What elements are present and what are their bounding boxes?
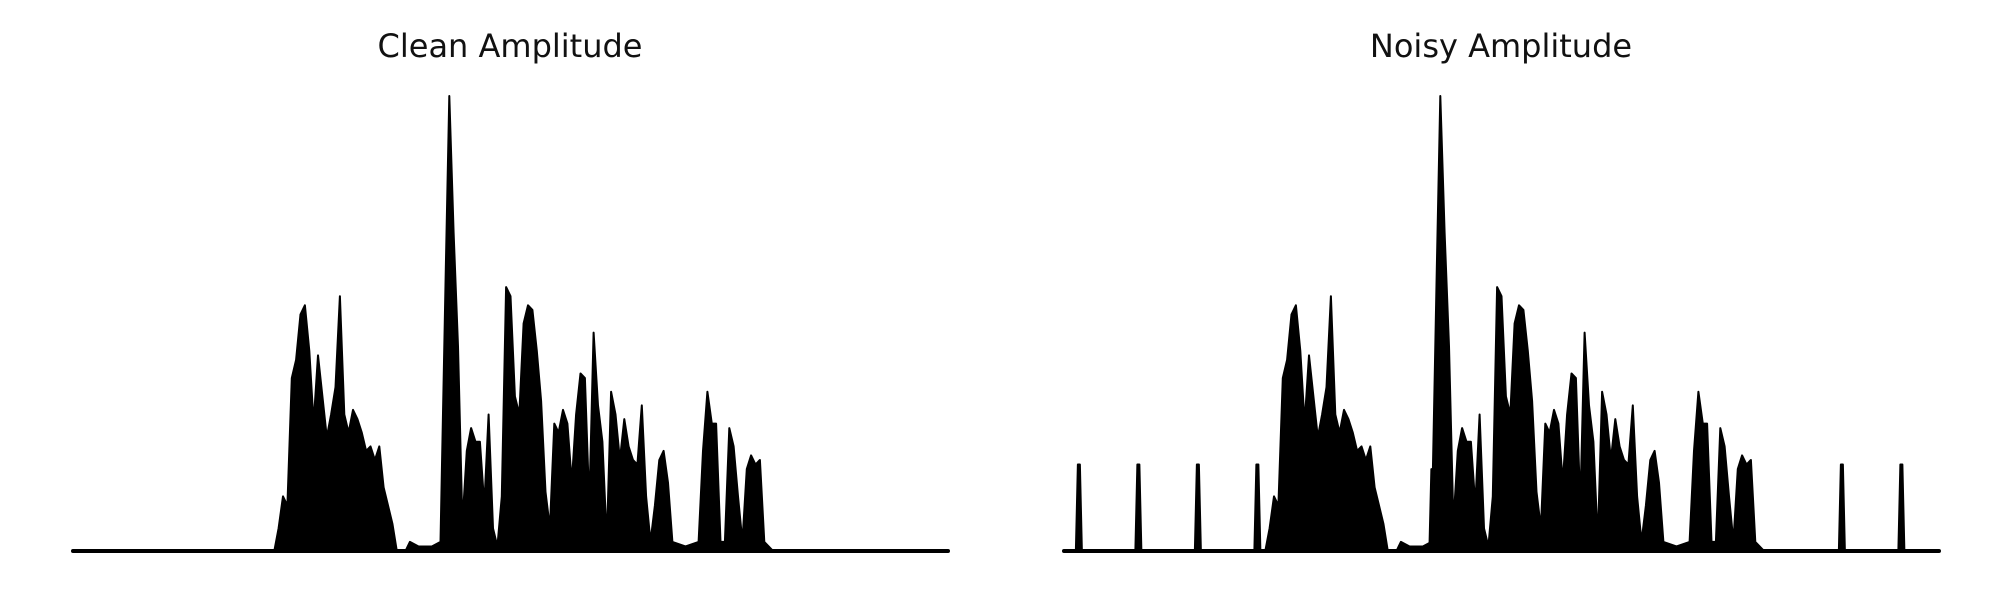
noisy-amplitude-title: Noisy Amplitude — [1370, 27, 1632, 65]
noisy-amplitude-noise-spike-6 — [1897, 463, 1906, 552]
clean-amplitude-waveform — [72, 95, 949, 552]
noisy-amplitude-noise-spike-3 — [1253, 463, 1262, 552]
noisy-amplitude-waveform — [1063, 95, 1940, 552]
noisy-amplitude-noise-spike-1 — [1134, 463, 1143, 552]
clean-amplitude-title: Clean Amplitude — [378, 27, 643, 65]
noisy-amplitude-noise-spike-0 — [1074, 463, 1083, 552]
clean-amplitude-panel: Clean Amplitude — [71, 27, 950, 553]
noisy-amplitude-noise-spike-4 — [1428, 468, 1437, 552]
noisy-amplitude-noise-spike-2 — [1193, 463, 1202, 552]
noisy-amplitude-panel: Noisy Amplitude — [1062, 27, 1941, 553]
noisy-amplitude-noise-spike-5 — [1837, 463, 1846, 552]
